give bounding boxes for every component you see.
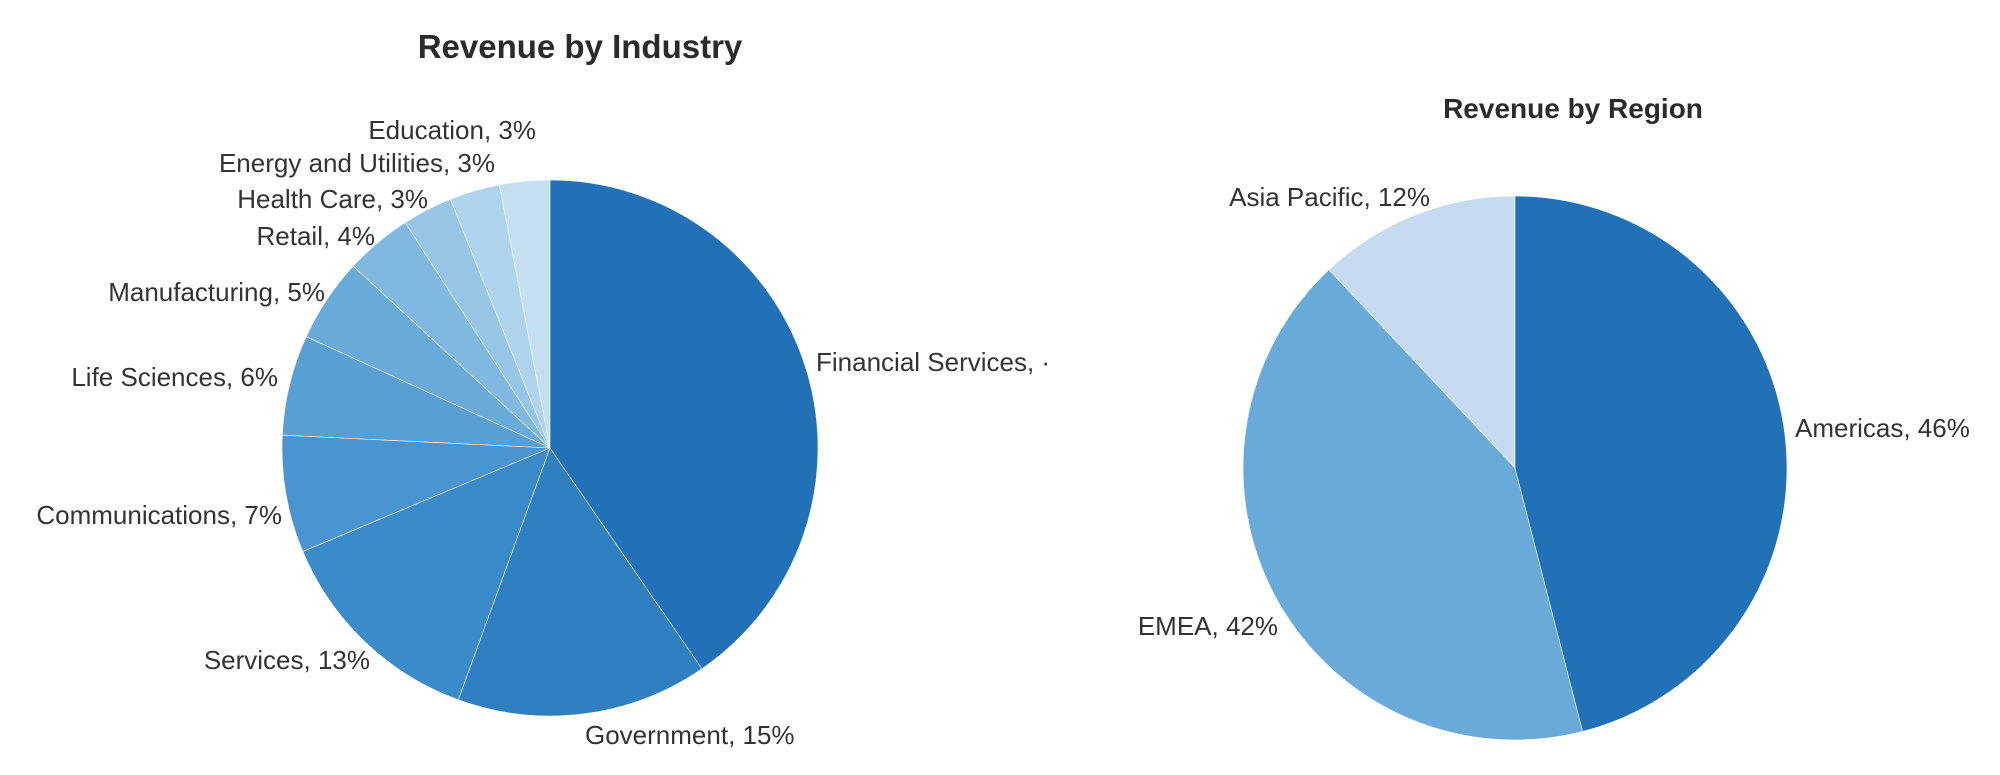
- industry-pie-chart: Revenue by Industry Financial Services, …: [36, 28, 1050, 750]
- region-slice-emea: [1242, 269, 1584, 741]
- industry-label-manufacturing: Manufacturing, 5%: [108, 277, 325, 307]
- industry-label-life-sciences: Life Sciences, 6%: [71, 362, 278, 392]
- industry-label-services: Services, 13%: [204, 645, 370, 675]
- industry-label-education: Education, 3%: [368, 115, 536, 145]
- industry-chart-title: Revenue by Industry: [418, 28, 743, 65]
- industry-slice-financial-services: [549, 179, 819, 670]
- industry-slice-communications: [281, 434, 551, 552]
- industry-slice-services: [302, 447, 551, 701]
- region-chart-title: Revenue by Region: [1443, 93, 1703, 124]
- industry-label-health-care: Health Care, 3%: [237, 184, 428, 214]
- industry-slice-government: [457, 447, 703, 717]
- industry-label-financial-services: Financial Services, ·: [816, 347, 1050, 377]
- region-label-asia-pacific: Asia Pacific, 12%: [1229, 182, 1430, 212]
- region-pie-chart: Revenue by Region Americas, 46% EMEA, 42%…: [1138, 93, 1970, 741]
- region-slice-americas: [1514, 195, 1788, 732]
- region-label-americas: Americas, 46%: [1795, 413, 1970, 443]
- industry-label-retail: Retail, 4%: [257, 221, 376, 251]
- industry-label-energy-and-utilities: Energy and Utilities, 3%: [219, 148, 495, 178]
- region-label-emea: EMEA, 42%: [1138, 611, 1278, 641]
- industry-label-government: Government, 15%: [585, 720, 795, 750]
- region-slice-asia-pacific: [1328, 195, 1516, 469]
- industry-label-communications: Communications, 7%: [36, 500, 282, 530]
